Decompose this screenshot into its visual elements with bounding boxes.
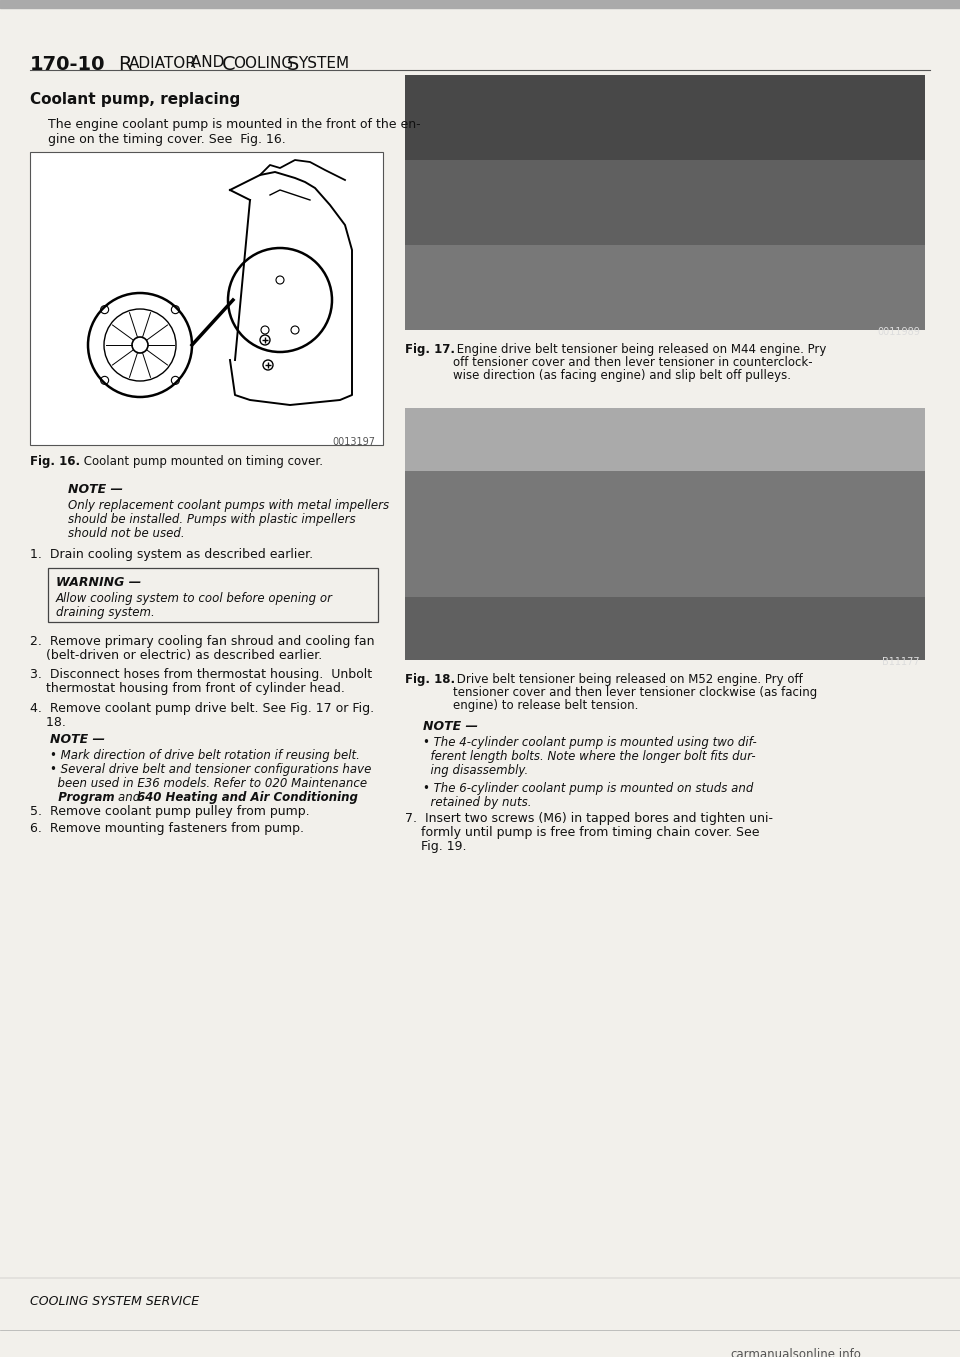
Text: Drive belt tensioner being released on M52 engine. Pry off: Drive belt tensioner being released on M… [453,673,803,687]
Text: Fig. 19.: Fig. 19. [405,840,467,854]
Text: 640 Heating and Air Conditioning: 640 Heating and Air Conditioning [137,791,358,803]
Bar [405,160,925,246]
Text: 18.: 18. [30,716,66,729]
Text: (belt-driven or electric) as described earlier.: (belt-driven or electric) as described e… [30,649,323,662]
Bar [405,75,925,160]
Text: Fig. 17.: Fig. 17. [405,343,455,356]
Bar [405,471,925,597]
Text: formly until pump is free from timing chain cover. See: formly until pump is free from timing ch… [405,826,759,839]
Text: thermostat housing from front of cylinder head.: thermostat housing from front of cylinde… [30,683,345,695]
Text: draining system.: draining system. [56,607,155,619]
Text: .: . [337,791,341,803]
Text: carmanualsonline.info: carmanualsonline.info [730,1348,861,1357]
Text: Fig. 18.: Fig. 18. [405,673,455,687]
Text: 4.  Remove coolant pump drive belt. See Fig. 17 or Fig.: 4. Remove coolant pump drive belt. See F… [30,702,374,715]
Text: • Several drive belt and tensioner configurations have: • Several drive belt and tensioner confi… [50,763,372,776]
Text: should be installed. Pumps with plastic impellers: should be installed. Pumps with plastic … [68,513,355,527]
Text: OOLING: OOLING [233,56,293,71]
Text: off tensioner cover and then lever tensioner in counterclock-: off tensioner cover and then lever tensi… [453,356,812,369]
Text: ing disassembly.: ing disassembly. [423,764,528,778]
Text: Fig. 16.: Fig. 16. [30,455,80,468]
Bar [405,75,925,330]
Text: WARNING —: WARNING — [56,575,141,589]
Text: 0011989: 0011989 [877,327,920,337]
Text: R: R [118,56,132,75]
Text: B11177: B11177 [882,657,920,668]
Text: 170-10: 170-10 [30,56,106,75]
Text: gine on the timing cover. See  Fig. 16.: gine on the timing cover. See Fig. 16. [48,133,286,147]
Text: engine) to release belt tension.: engine) to release belt tension. [453,699,638,712]
Text: • The 4-cylinder coolant pump is mounted using two dif-: • The 4-cylinder coolant pump is mounted… [423,735,756,749]
Text: The engine coolant pump is mounted in the front of the en-: The engine coolant pump is mounted in th… [48,118,420,132]
Text: • Mark direction of drive belt rotation if reusing belt.: • Mark direction of drive belt rotation … [50,749,360,763]
Text: 5.  Remove coolant pump pulley from pump.: 5. Remove coolant pump pulley from pump. [30,805,310,818]
Text: Coolant pump mounted on timing cover.: Coolant pump mounted on timing cover. [80,455,323,468]
Text: should not be used.: should not be used. [68,527,184,540]
Bar [405,408,925,471]
Text: retained by nuts.: retained by nuts. [423,797,532,809]
Text: been used in E36 models. Refer to 020 Maintenance: been used in E36 models. Refer to 020 Ma… [50,778,367,790]
Text: 3.  Disconnect hoses from thermostat housing.  Unbolt: 3. Disconnect hoses from thermostat hous… [30,668,372,681]
Text: wise direction (as facing engine) and slip belt off pulleys.: wise direction (as facing engine) and sl… [453,369,791,383]
Bar [48,569,378,622]
Text: AND: AND [186,56,229,71]
Text: Engine drive belt tensioner being released on M44 engine. Pry: Engine drive belt tensioner being releas… [453,343,827,356]
Bar [405,597,925,660]
Bar [0,0,960,8]
Bar [405,246,925,330]
Text: 0013197: 0013197 [332,437,375,446]
Text: NOTE —: NOTE — [423,721,478,733]
Text: 7.  Insert two screws (M6) in tapped bores and tighten uni-: 7. Insert two screws (M6) in tapped bore… [405,811,773,825]
Text: C: C [222,56,235,75]
Text: COOLING SYSTEM SERVICE: COOLING SYSTEM SERVICE [30,1295,199,1308]
Text: Only replacement coolant pumps with metal impellers: Only replacement coolant pumps with meta… [68,499,389,512]
Text: 2.  Remove primary cooling fan shroud and cooling fan: 2. Remove primary cooling fan shroud and… [30,635,374,649]
Text: S: S [287,56,300,75]
Text: ferent length bolts. Note where the longer bolt fits dur-: ferent length bolts. Note where the long… [423,750,756,763]
Text: Allow cooling system to cool before opening or: Allow cooling system to cool before open… [56,592,333,605]
Text: Coolant pump, replacing: Coolant pump, replacing [30,92,240,107]
Text: 6.  Remove mounting fasteners from pump.: 6. Remove mounting fasteners from pump. [30,822,304,835]
Text: 1.  Drain cooling system as described earlier.: 1. Drain cooling system as described ear… [30,548,313,560]
Text: tensioner cover and then lever tensioner clockwise (as facing: tensioner cover and then lever tensioner… [453,687,817,699]
Bar [405,408,925,660]
Text: Program: Program [50,791,119,803]
Text: NOTE —: NOTE — [50,733,105,746]
Text: • The 6-cylinder coolant pump is mounted on studs and: • The 6-cylinder coolant pump is mounted… [423,782,754,795]
Text: NOTE —: NOTE — [68,483,123,497]
Text: ADIATOR: ADIATOR [129,56,197,71]
Text: and: and [118,791,144,803]
Bar [30,152,383,445]
Text: YSTEM: YSTEM [298,56,349,71]
